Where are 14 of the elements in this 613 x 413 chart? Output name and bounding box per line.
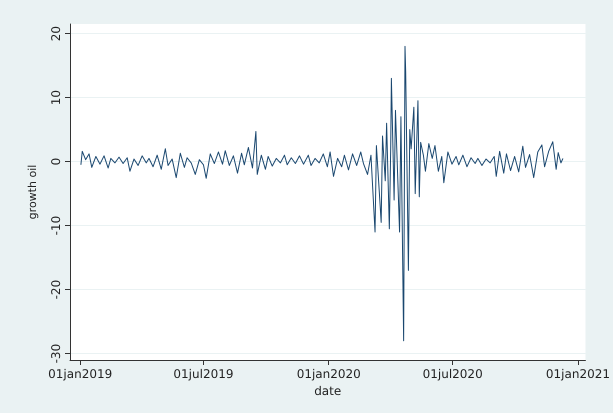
y-tick-label: 10 (49, 90, 63, 106)
x-tick-label: 01jan2021 (546, 367, 610, 381)
line-series (80, 46, 564, 342)
y-axis-title: growth oil (26, 164, 39, 220)
x-tick-label: 01jan2020 (296, 367, 361, 381)
x-axis-title: date (314, 384, 342, 398)
y-tick-label: -20 (49, 280, 63, 300)
x-tick-label: 01jan2019 (48, 367, 112, 381)
y-tick-label: -30 (49, 344, 63, 364)
x-tick-label: 01jul2020 (422, 367, 483, 381)
y-tick-label: -10 (49, 216, 63, 236)
y-tick-label: 0 (49, 158, 63, 166)
x-tick-label: 01jul2019 (173, 367, 234, 381)
y-tick-label: 20 (49, 26, 63, 42)
